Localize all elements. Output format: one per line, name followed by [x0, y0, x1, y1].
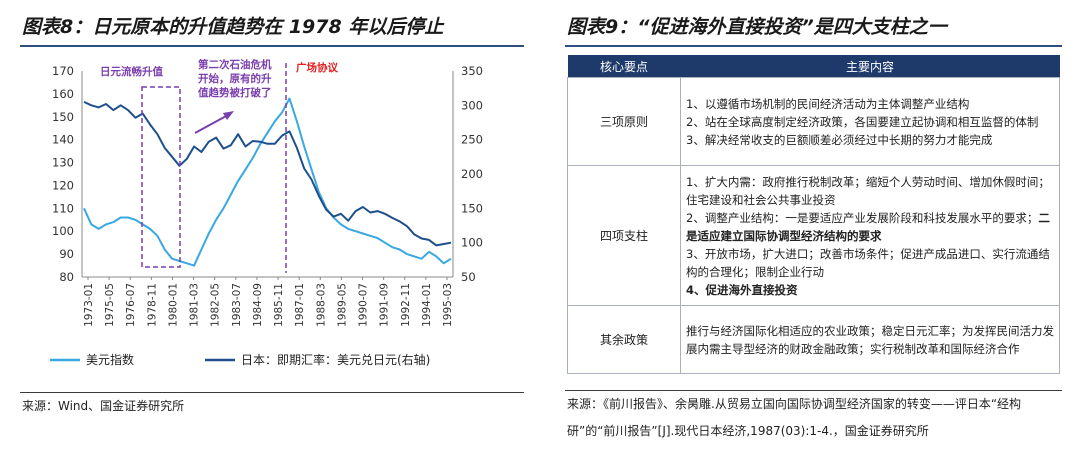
- annotation-text: 值趋势被打破了: [198, 86, 272, 99]
- table-source: 来源：《前川报告》、余昺雕.从贸易立国向国际协调型经济国家的转变——评日本“经构…: [567, 397, 1022, 438]
- y-left-tick-label: 130: [52, 156, 74, 170]
- annotation-text: 开始，原有的升: [198, 72, 272, 85]
- y-left-tick-label: 140: [52, 133, 74, 147]
- x-tick-label: 1976-07: [125, 283, 137, 327]
- table-title: 图表9：“促进海外直接投资”是四大支柱之一: [567, 16, 947, 38]
- usd-index-line: [83, 97, 452, 267]
- row-key: 四项支柱: [567, 165, 681, 306]
- title-rule-left: [20, 45, 524, 47]
- row-content: 1、以遵循市场机制的民间经济活动为主体调整产业结构 2、站在全球高度制定经济政策…: [680, 77, 1060, 166]
- y-right-tick-label: 300: [461, 98, 483, 112]
- content-line: 推行与经济国际化相适应的农业政策；稳定日元汇率；为发挥民间活力发展内需主导型经济…: [686, 323, 1054, 356]
- y-left-tick-label: 100: [52, 224, 74, 238]
- policy-table: 核心要点 主要内容 三项原则 1、以遵循市场机制的民间经济活动为主体调整产业结构…: [567, 55, 1060, 374]
- content-line-bold: 二是适应建立国际协调型经济结构的要求: [686, 210, 1050, 243]
- content-line: 2、调整产业结构：一是要适应产业发展阶段和科技发展水平的要求；二是适应建立国际协…: [686, 209, 1054, 245]
- y-right-tick-label: 350: [461, 64, 483, 78]
- x-tick-label: 1984-09: [252, 283, 264, 327]
- y-left-tick-label: 170: [52, 64, 74, 78]
- y-right-tick-label: 100: [461, 236, 483, 250]
- x-tick-label: 1978-11: [146, 283, 158, 327]
- y-right-tick-label: 50: [461, 270, 476, 284]
- y-left-tick-label: 110: [52, 201, 74, 215]
- x-tick-label: 1980-01: [167, 283, 179, 327]
- annotation-text: 第二次石油危机: [198, 58, 272, 71]
- y-left-tick-label: 90: [59, 247, 74, 261]
- chart-title: 图表8：日元原本的升值趋势在 1978 年以后停止: [22, 16, 444, 38]
- annotation-text: 日元流畅升值: [100, 65, 163, 78]
- content-line-text: 2、调整产业结构：一是要适应产业发展阶段和科技发展水平的要求；: [686, 210, 1039, 225]
- row-key: 三项原则: [567, 77, 681, 166]
- chart-source: 来源：Wind、国金证券研究所: [22, 399, 185, 413]
- chart-svg: 80 90 100 110 120 130 140 150 160 170 50 100 150 200 2…: [50, 58, 483, 367]
- annotation-box: [141, 86, 181, 268]
- y-left-tick-label: 150: [52, 110, 74, 124]
- chart-bottom-rule: [20, 392, 524, 393]
- x-tick-label: 1987-01: [294, 283, 306, 327]
- table-row-other: 其余政策 推行与经济国际化相适应的农业政策；稳定日元汇率；为发挥民间活力发展内需…: [567, 305, 1060, 374]
- x-tick-label: 1981-03: [189, 283, 201, 327]
- y-right-tick-label: 150: [461, 201, 483, 215]
- x-tick-label: 1982-05: [210, 283, 222, 327]
- content-line: 1、以遵循市场机制的民间经济活动为主体调整产业结构: [686, 96, 970, 111]
- content-line: 3、解决经常收支的巨额顺差必须经过中长期的努力才能完成: [686, 132, 993, 147]
- y-left-tick-label: 80: [59, 270, 74, 284]
- x-tick-label: 1995-03: [442, 283, 454, 327]
- content-line: 4、促进海外直接投资: [686, 282, 798, 297]
- exchange-rate-chart: 80 90 100 110 120 130 140 150 160 170 50 100 150 200 2…: [20, 51, 522, 390]
- header-content: 主要内容: [680, 55, 1060, 78]
- x-tick-label: 1991-09: [379, 283, 391, 327]
- x-tick-label: 1989-05: [336, 283, 348, 327]
- annotation-arrow-head: [223, 111, 234, 120]
- table-row-principles: 三项原则 1、以遵循市场机制的民间经济活动为主体调整产业结构 2、站在全球高度制…: [567, 77, 1060, 166]
- legend-label: 美元指数: [86, 352, 134, 367]
- title-rule-right: [565, 45, 1062, 47]
- x-tick-label: 1988-03: [315, 283, 327, 327]
- annotation-text: 广场协议: [296, 61, 338, 74]
- annotation-arrow-shaft: [194, 114, 229, 134]
- legend-label: 日本：即期汇率：美元兑日元(右轴): [241, 352, 430, 367]
- content-line: 3、开放市场，扩大进口；改善市场条件；促进产成品进口、实行流通结构的合理化；限制…: [686, 246, 1050, 279]
- y-right-tick-label: 200: [461, 167, 483, 181]
- content-line: 2、站在全球高度制定经济政策，各国要建立起协调和相互监督的体制: [686, 114, 1039, 129]
- y-left-tick-label: 160: [52, 87, 74, 101]
- header-key: 核心要点: [567, 55, 681, 78]
- table-row-pillars: 四项支柱 1、扩大内需：政府推行税制改革；缩短个人劳动时间、增加休假时间；住宅建…: [567, 165, 1060, 306]
- x-tick-label: 1983-07: [231, 283, 243, 327]
- x-tick-label: 1990-07: [358, 283, 370, 327]
- row-content: 推行与经济国际化相适应的农业政策；稳定日元汇率；为发挥民间活力发展内需主导型经济…: [680, 305, 1060, 374]
- x-tick-label: 1992-11: [400, 283, 412, 327]
- content-line: 1、扩大内需：政府推行税制改革；缩短个人劳动时间、增加休假时间；住宅建设和社会公…: [686, 174, 1050, 207]
- table-header-row: 核心要点 主要内容: [567, 55, 1060, 78]
- x-tick-label: 1994-01: [421, 283, 433, 327]
- x-tick-label: 1975-05: [104, 283, 116, 327]
- row-content: 1、扩大内需：政府推行税制改革；缩短个人劳动时间、增加休假时间；住宅建设和社会公…: [680, 165, 1060, 306]
- usdjpy-line: [83, 100, 452, 247]
- y-right-tick-label: 250: [461, 133, 483, 147]
- x-tick-label: 1985-11: [273, 283, 285, 327]
- row-key: 其余政策: [567, 305, 681, 374]
- table-bottom-rule: [565, 390, 1062, 391]
- x-tick-label: 1973-01: [83, 283, 95, 327]
- y-left-tick-label: 120: [52, 178, 74, 192]
